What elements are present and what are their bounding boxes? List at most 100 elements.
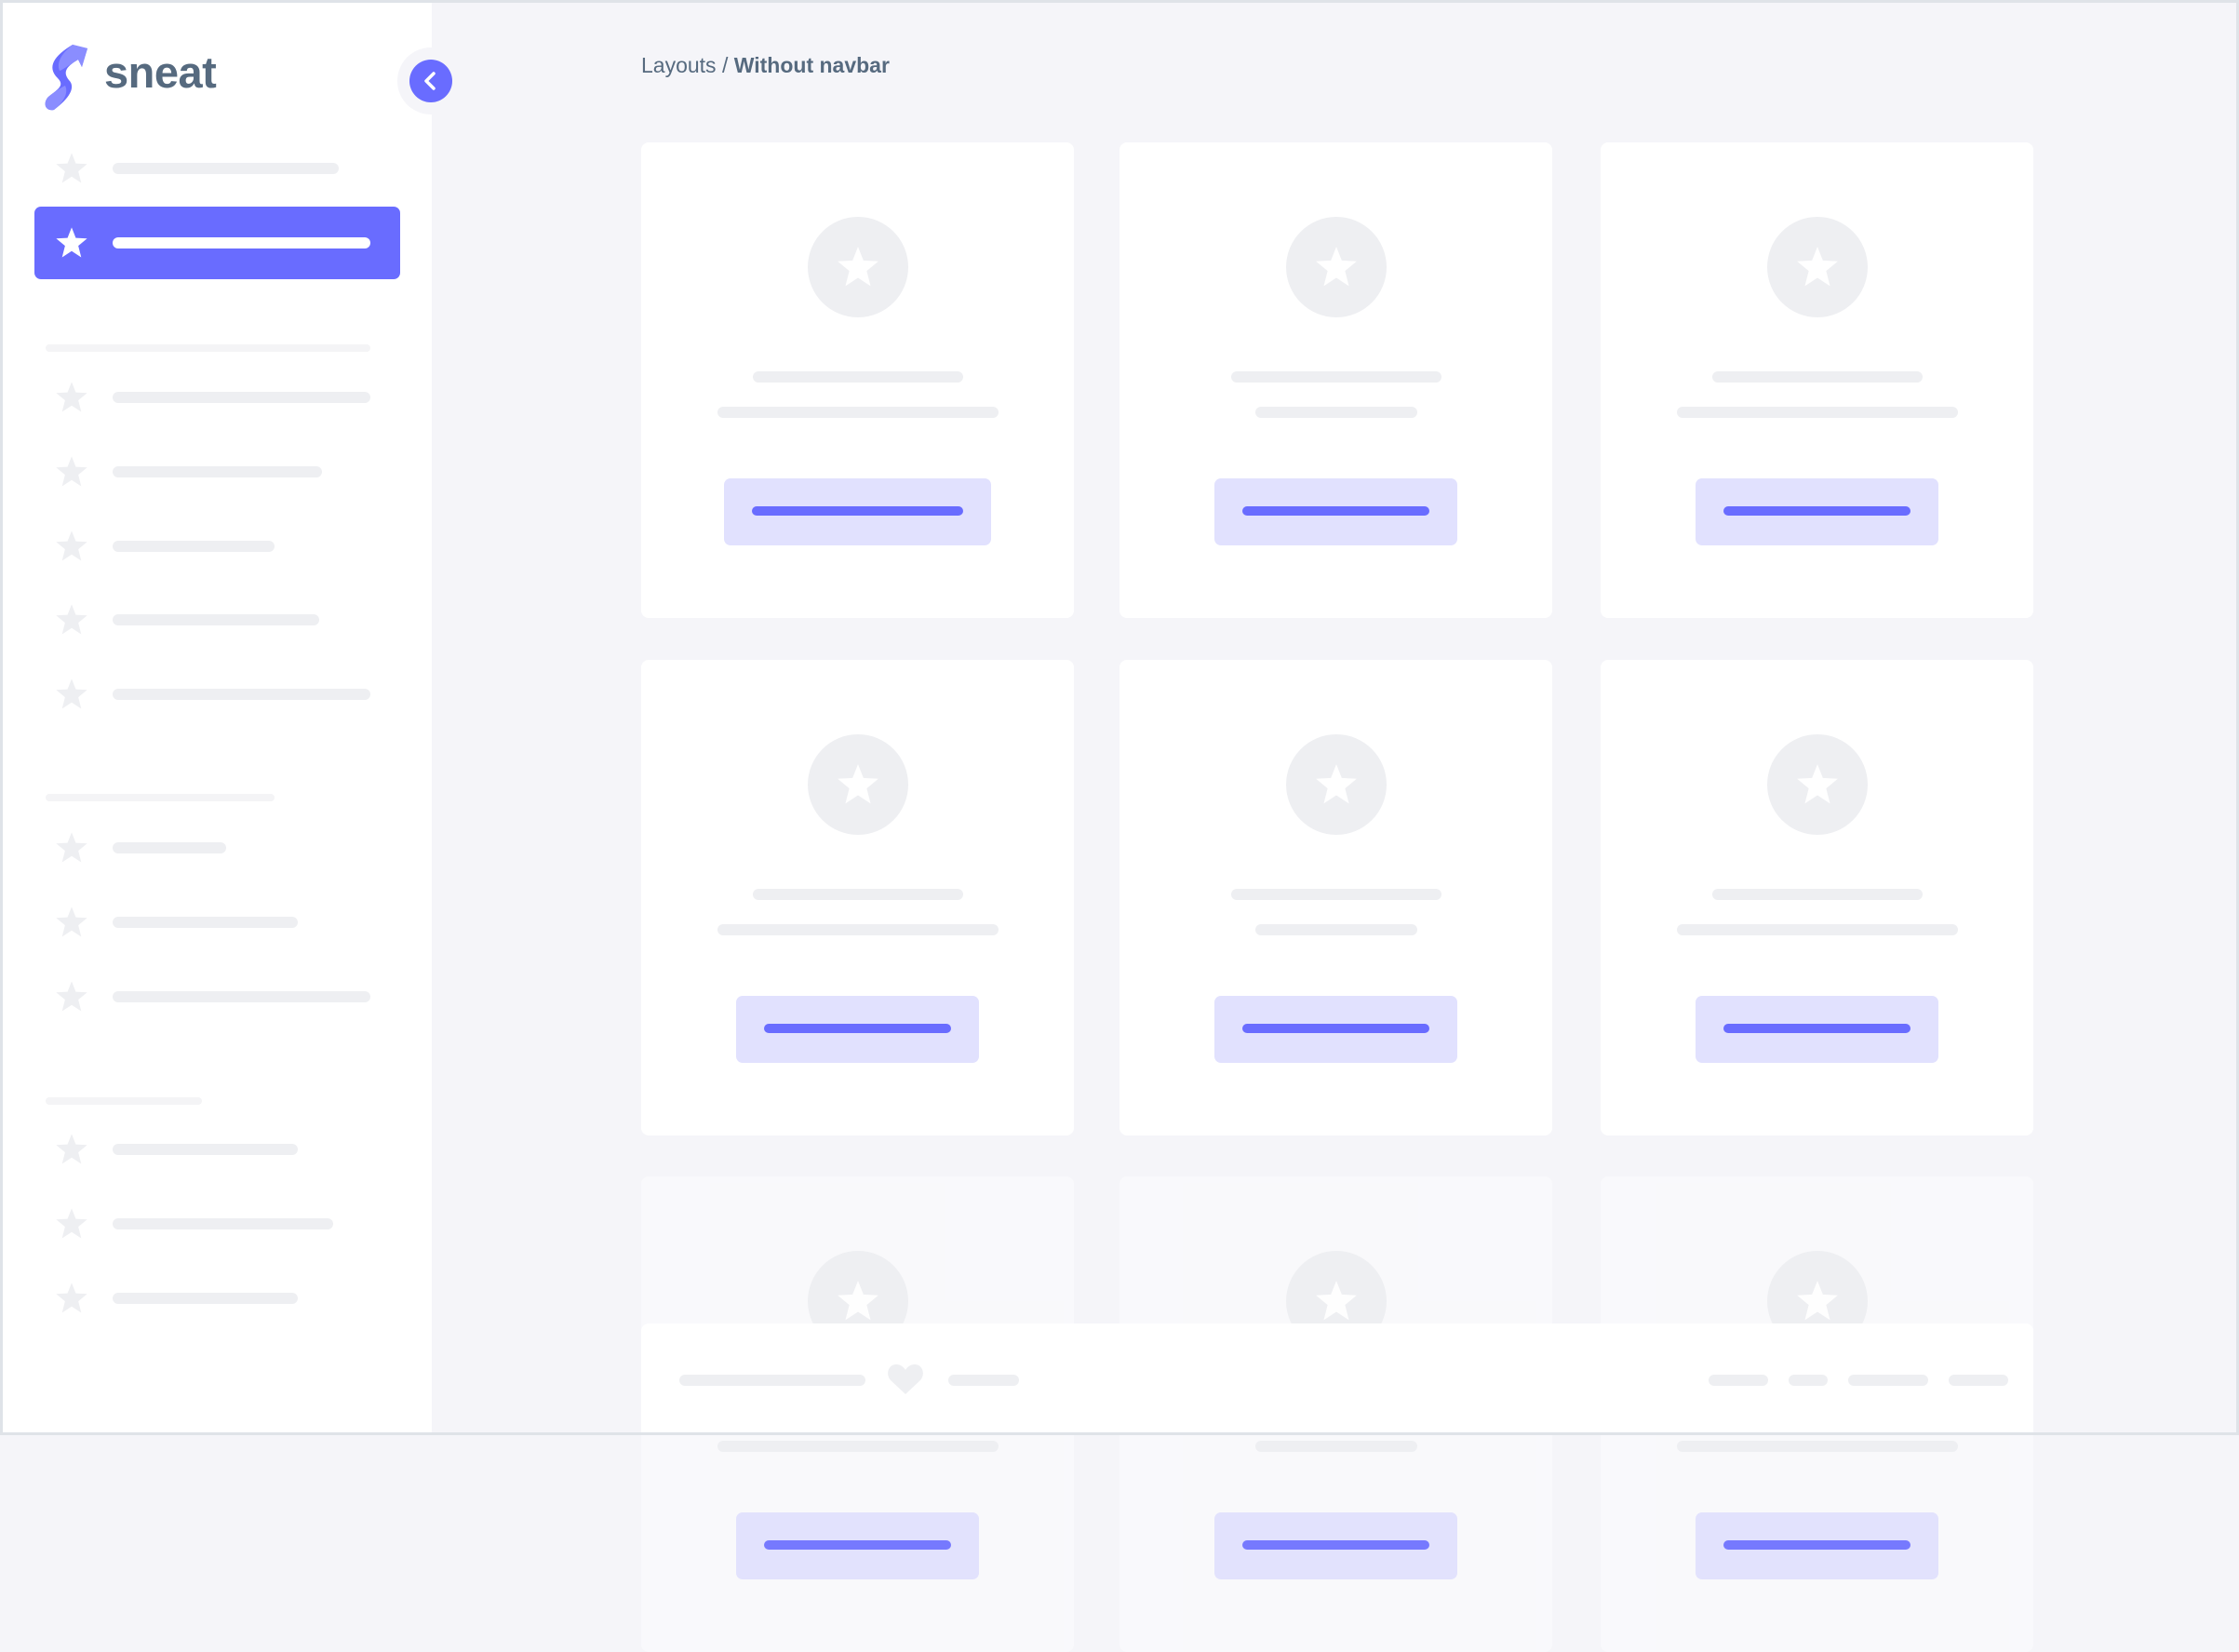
footer-link[interactable] xyxy=(1789,1375,1828,1386)
footer-link[interactable] xyxy=(1709,1375,1768,1386)
card-subtitle xyxy=(1254,407,1417,418)
card xyxy=(641,660,1074,1135)
card-button-label xyxy=(1242,1024,1429,1033)
card-subtitle xyxy=(1676,924,1958,935)
footer xyxy=(641,1323,2033,1435)
card-button[interactable] xyxy=(736,996,979,1063)
card xyxy=(1120,660,1552,1135)
sidebar-item[interactable] xyxy=(0,885,432,960)
card-subtitle xyxy=(1254,924,1417,935)
card-subtitle xyxy=(1676,407,1958,418)
sidebar-item[interactable] xyxy=(0,811,432,885)
star-icon xyxy=(56,153,87,183)
star-icon xyxy=(56,907,87,937)
sidebar-item-label xyxy=(113,163,339,174)
star-icon xyxy=(1797,1281,1838,1321)
sidebar-item[interactable] xyxy=(0,583,432,657)
sidebar-item-label xyxy=(113,466,322,477)
card-button-label xyxy=(764,1024,951,1033)
sidebar-item[interactable] xyxy=(0,509,432,584)
star-icon xyxy=(838,764,878,804)
card-avatar xyxy=(1767,734,1868,835)
sidebar-item-label xyxy=(113,541,275,552)
sidebar-item-label xyxy=(113,1293,298,1304)
card-title xyxy=(1712,889,1923,900)
sidebar-item[interactable] xyxy=(0,1187,432,1261)
star-icon xyxy=(56,1208,87,1239)
card-subtitle xyxy=(717,1441,999,1452)
footer-link[interactable] xyxy=(1949,1375,2008,1386)
sidebar-item-active[interactable] xyxy=(0,206,432,280)
sidebar-item-label xyxy=(113,614,319,625)
card-subtitle xyxy=(717,924,999,935)
card-button[interactable] xyxy=(724,478,991,545)
sidebar-item-label xyxy=(113,1144,298,1155)
card-button[interactable] xyxy=(1214,478,1457,545)
sidebar-item[interactable] xyxy=(0,435,432,509)
sidebar-item[interactable] xyxy=(0,657,432,732)
collapse-sidebar-button[interactable] xyxy=(409,60,452,102)
star-icon xyxy=(838,1281,878,1321)
sidebar-item[interactable] xyxy=(0,1112,432,1187)
card-button[interactable] xyxy=(1696,1512,1938,1579)
star-icon xyxy=(56,531,87,561)
card-avatar xyxy=(808,217,908,317)
logo[interactable] xyxy=(41,43,97,114)
card-subtitle xyxy=(1254,1441,1417,1452)
sneat-logo-icon xyxy=(45,45,87,111)
sidebar-item[interactable] xyxy=(0,960,432,1034)
brand-name: sneat xyxy=(104,47,217,97)
star-icon xyxy=(56,227,87,258)
star-icon xyxy=(838,247,878,287)
card xyxy=(1601,660,2033,1135)
heart-icon xyxy=(888,1364,923,1394)
breadcrumb: Layouts / Without navbar xyxy=(641,53,890,78)
card-title xyxy=(1712,371,1923,383)
breadcrumb-parent[interactable]: Layouts xyxy=(641,53,717,77)
card-title xyxy=(1231,889,1441,900)
sidebar-section-header xyxy=(46,344,370,352)
star-icon xyxy=(56,456,87,487)
card-button-label xyxy=(1723,1024,1911,1033)
card-button[interactable] xyxy=(736,1512,979,1579)
sidebar-item[interactable] xyxy=(0,1261,432,1336)
card-subtitle xyxy=(1676,1441,1958,1452)
breadcrumb-separator: / xyxy=(721,53,729,77)
sidebar-item-label xyxy=(113,392,370,403)
sidebar-item[interactable] xyxy=(0,360,432,435)
card-button-label xyxy=(1723,506,1911,516)
card-avatar xyxy=(1286,734,1387,835)
sidebar-item[interactable] xyxy=(0,131,432,206)
card-title xyxy=(1231,371,1441,383)
star-icon xyxy=(56,1283,87,1313)
card-title xyxy=(753,889,963,900)
star-icon xyxy=(56,604,87,635)
footer-link[interactable] xyxy=(1848,1375,1928,1386)
star-icon xyxy=(1316,764,1357,804)
card-button[interactable] xyxy=(1696,478,1938,545)
footer-link[interactable] xyxy=(948,1375,1019,1386)
card-button[interactable] xyxy=(1214,996,1457,1063)
footer-text xyxy=(679,1375,865,1386)
sidebar-item-label xyxy=(113,842,226,853)
sidebar-item-label xyxy=(113,917,298,928)
star-icon xyxy=(56,832,87,863)
card-button-label xyxy=(764,1540,951,1550)
card-button[interactable] xyxy=(1214,1512,1457,1579)
star-icon xyxy=(1316,1281,1357,1321)
card-button-label xyxy=(752,506,963,516)
star-icon xyxy=(56,1134,87,1164)
breadcrumb-current: Without navbar xyxy=(733,53,890,77)
card xyxy=(1601,142,2033,618)
card-button[interactable] xyxy=(1696,996,1938,1063)
card-avatar xyxy=(1286,217,1387,317)
sidebar-section-header xyxy=(46,1097,202,1105)
star-icon xyxy=(1797,764,1838,804)
card xyxy=(641,142,1074,618)
card-button-label xyxy=(1242,506,1429,516)
card-avatar xyxy=(1767,217,1868,317)
sidebar: sneat xyxy=(0,0,432,1435)
sidebar-section-header xyxy=(46,794,275,801)
star-icon xyxy=(1316,247,1357,287)
star-icon xyxy=(56,981,87,1012)
